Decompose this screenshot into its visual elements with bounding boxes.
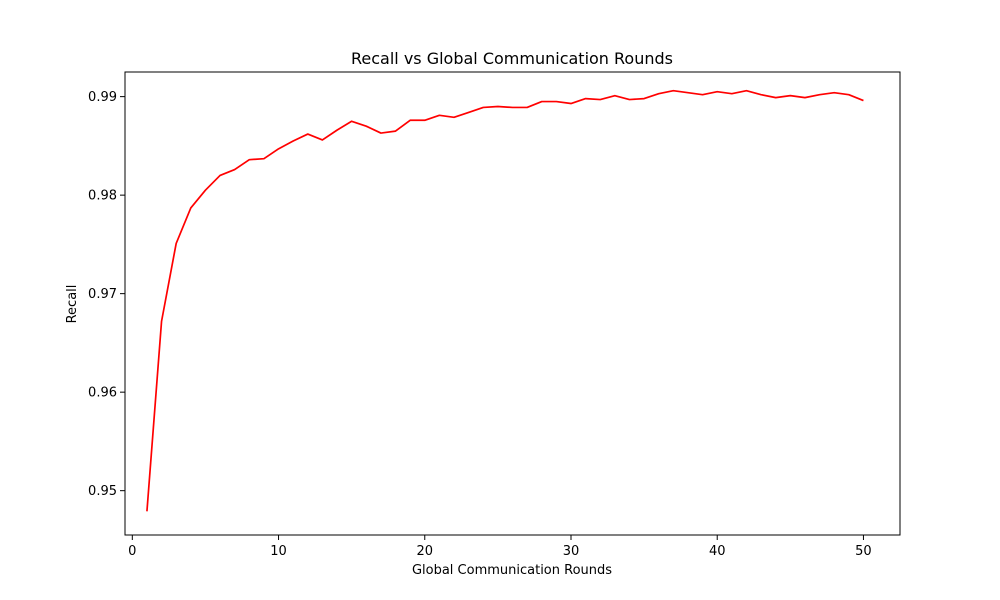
- x-axis: 0 10 20 30 40 50: [128, 535, 872, 559]
- x-tick-label: 30: [563, 544, 580, 559]
- y-tick-label: 0.96: [88, 386, 117, 401]
- series-line: [146, 89, 864, 512]
- x-tick-label: 10: [270, 544, 287, 559]
- y-tick-label: 0.99: [88, 90, 117, 105]
- plot-area: [146, 89, 864, 512]
- chart-title: Recall vs Global Communication Rounds: [351, 49, 673, 68]
- x-tick-label: 20: [416, 544, 433, 559]
- y-tick-label: 0.97: [88, 287, 117, 302]
- x-axis-title: Global Communication Rounds: [412, 563, 612, 578]
- plot-frame: [124, 71, 901, 536]
- x-tick-label: 50: [855, 544, 872, 559]
- y-axis: 0.95 0.96 0.97 0.98 0.99: [88, 90, 125, 499]
- y-axis-title: Recall: [65, 285, 80, 324]
- x-tick-label: 0: [128, 544, 136, 559]
- y-tick-label: 0.95: [88, 484, 117, 499]
- y-tick-label: 0.98: [88, 189, 117, 204]
- x-tick-label: 40: [709, 544, 726, 559]
